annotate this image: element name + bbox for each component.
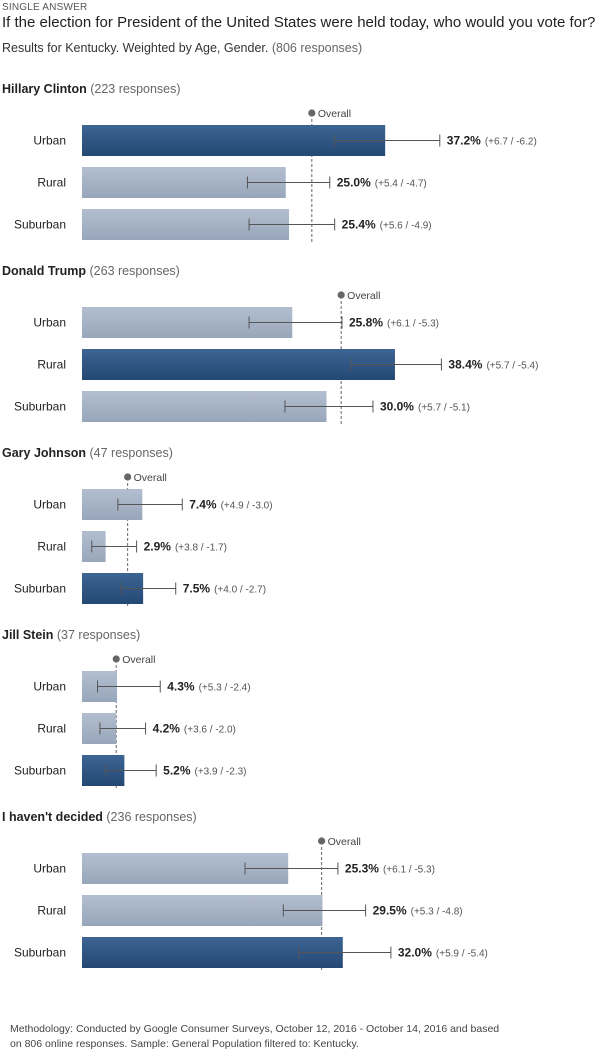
- overall-dot: [318, 837, 326, 845]
- group-title: I haven't decided (236 responses): [2, 810, 197, 824]
- value-label: 25.0%: [337, 176, 371, 190]
- category-label: Suburban: [14, 946, 66, 960]
- category-label: Urban: [33, 498, 66, 512]
- candidate-responses: (263 responses): [86, 264, 180, 278]
- margin-label: (+5.7 / -5.4): [486, 361, 538, 372]
- value-label: 25.8%: [349, 316, 383, 330]
- survey-question: If the election for President of the Uni…: [2, 14, 596, 31]
- category-label: Rural: [37, 176, 66, 190]
- candidate-responses: (47 responses): [86, 446, 173, 460]
- value-label: 37.2%: [447, 134, 481, 148]
- margin-label: (+5.3 / -4.8): [411, 907, 463, 918]
- candidate-name: Hillary Clinton: [2, 82, 87, 96]
- value-label: 7.5%: [183, 582, 211, 596]
- candidate-name: Jill Stein: [2, 628, 53, 642]
- margin-label: (+5.4 / -4.7): [375, 179, 427, 190]
- value-label: 38.4%: [448, 358, 482, 372]
- margin-label: (+6.1 / -5.3): [383, 865, 435, 876]
- category-label: Suburban: [14, 400, 66, 414]
- value-label: 4.2%: [153, 722, 181, 736]
- group-title: Gary Johnson (47 responses): [2, 446, 173, 460]
- overall-label: Overall: [347, 290, 380, 302]
- candidate-responses: (37 responses): [53, 628, 140, 642]
- results-subtitle: Results for Kentucky. Weighted by Age, G…: [2, 41, 362, 55]
- overall-dot: [124, 473, 132, 481]
- category-label: Urban: [33, 680, 66, 694]
- bar: [82, 895, 323, 926]
- value-label: 32.0%: [398, 946, 432, 960]
- candidate-name: Donald Trump: [2, 264, 86, 278]
- margin-label: (+6.7 / -6.2): [485, 137, 537, 148]
- margin-label: (+3.8 / -1.7): [175, 543, 227, 554]
- group-title: Jill Stein (37 responses): [2, 628, 140, 642]
- margin-label: (+4.0 / -2.7): [214, 585, 266, 596]
- category-label: Suburban: [14, 582, 66, 596]
- overall-label: Overall: [318, 108, 351, 120]
- margin-label: (+3.9 / -2.3): [195, 767, 247, 778]
- overall-dot: [308, 109, 316, 117]
- category-label: Urban: [33, 316, 66, 330]
- category-label: Rural: [37, 358, 66, 372]
- margin-label: (+5.7 / -5.1): [418, 403, 470, 414]
- margin-label: (+5.6 / -4.9): [380, 221, 432, 232]
- overall-dot: [112, 655, 120, 663]
- category-label: Rural: [37, 540, 66, 554]
- total-responses: (806 responses): [271, 41, 363, 55]
- category-label: Urban: [33, 134, 66, 148]
- margin-label: (+5.9 / -5.4): [436, 949, 488, 960]
- overall-label: Overall: [134, 472, 167, 484]
- overall-label: Overall: [328, 836, 361, 848]
- group-title: Hillary Clinton (223 responses): [2, 82, 181, 96]
- value-label: 25.3%: [345, 862, 379, 876]
- category-label: Suburban: [14, 764, 66, 778]
- value-label: 7.4%: [189, 498, 217, 512]
- value-label: 5.2%: [163, 764, 191, 778]
- methodology-note: Methodology: Conducted by Google Consume…: [10, 1023, 500, 1050]
- candidate-name: Gary Johnson: [2, 446, 86, 460]
- margin-label: (+5.3 / -2.4): [199, 683, 251, 694]
- value-label: 25.4%: [342, 218, 376, 232]
- answer-type-label: SINGLE ANSWER: [2, 2, 88, 13]
- candidate-responses: (223 responses): [87, 82, 181, 96]
- margin-label: (+4.9 / -3.0): [221, 501, 273, 512]
- category-label: Rural: [37, 904, 66, 918]
- value-label: 30.0%: [380, 400, 414, 414]
- category-label: Suburban: [14, 218, 66, 232]
- margin-label: (+3.6 / -2.0): [184, 725, 236, 736]
- margin-label: (+6.1 / -5.3): [387, 319, 439, 330]
- group-title: Donald Trump (263 responses): [2, 264, 180, 278]
- value-label: 4.3%: [167, 680, 195, 694]
- candidate-name: I haven't decided: [2, 810, 103, 824]
- category-label: Rural: [37, 722, 66, 736]
- value-label: 2.9%: [144, 540, 172, 554]
- bar: [82, 349, 395, 380]
- overall-dot: [337, 291, 345, 299]
- value-label: 29.5%: [373, 904, 407, 918]
- category-label: Urban: [33, 862, 66, 876]
- overall-label: Overall: [122, 654, 155, 666]
- subtitle-text: Results for Kentucky. Weighted by Age, G…: [2, 41, 269, 55]
- candidate-responses: (236 responses): [103, 810, 197, 824]
